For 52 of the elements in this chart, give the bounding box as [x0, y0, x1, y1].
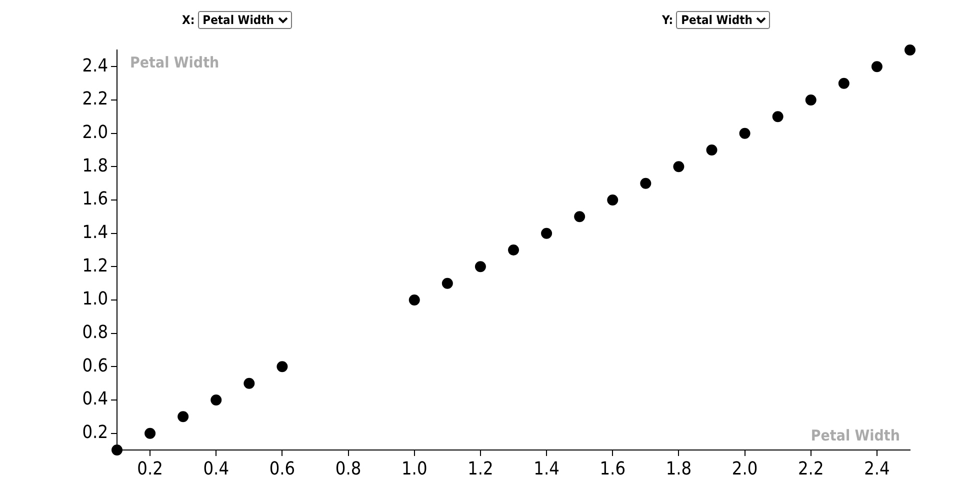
x-tick-label: 1.4	[534, 458, 560, 480]
y-axis-title: Petal Width	[130, 53, 220, 72]
point	[607, 194, 618, 206]
y-tick-label: 1.8	[82, 155, 108, 176]
point	[112, 444, 122, 456]
x-tick-label: 0.2	[137, 458, 163, 480]
y-tick-label: 0.4	[82, 388, 108, 410]
point	[408, 294, 420, 306]
y-tick-label: 0.8	[82, 322, 108, 344]
x-tick-label: 1.2	[468, 458, 494, 480]
text: Petal Width	[681, 13, 752, 27]
point	[706, 144, 718, 156]
point	[442, 278, 453, 289]
y-tick-label: 2.4	[82, 55, 108, 76]
x-tick-label: 1.6	[600, 458, 626, 480]
point	[541, 228, 552, 239]
point	[871, 61, 882, 72]
y-tick-label: 1.6	[82, 188, 108, 210]
x-tick-label: 1.0	[402, 458, 428, 480]
point	[838, 78, 850, 89]
x-tick-label: 0.6	[269, 458, 296, 480]
y-tick-label: 0.2	[82, 422, 108, 444]
point	[904, 44, 916, 56]
x-tick-label: 0.4	[203, 458, 229, 480]
point	[640, 178, 652, 189]
point	[144, 428, 156, 439]
point	[739, 128, 750, 139]
point	[673, 161, 684, 172]
x-axis-title: Petal Width	[810, 426, 900, 444]
point	[508, 244, 519, 256]
x-tick-label: 2.0	[732, 458, 758, 480]
y-tick-label: 1.0	[82, 288, 108, 310]
y-tick-label: 2.2	[82, 88, 108, 110]
point	[805, 94, 816, 106]
text: Y:	[662, 13, 674, 27]
y-tick-label: 1.4	[82, 222, 108, 244]
point	[772, 111, 784, 122]
point	[178, 411, 189, 422]
text: X:	[182, 13, 195, 27]
y-tick-label: 0.6	[82, 355, 108, 376]
x-tick-label: 2.2	[798, 458, 824, 480]
x-tick-label: 0.8	[335, 458, 362, 480]
y-tick-label: 2.0	[82, 122, 108, 144]
y-tick-label: 1.2	[82, 255, 108, 276]
x-tick-label: 2.4	[864, 458, 890, 480]
point	[210, 394, 222, 406]
text: Petal Width	[202, 13, 274, 27]
point	[276, 361, 288, 372]
point	[574, 211, 586, 222]
x-tick-label: 1.8	[666, 458, 692, 480]
point	[474, 261, 486, 272]
point	[244, 378, 255, 389]
